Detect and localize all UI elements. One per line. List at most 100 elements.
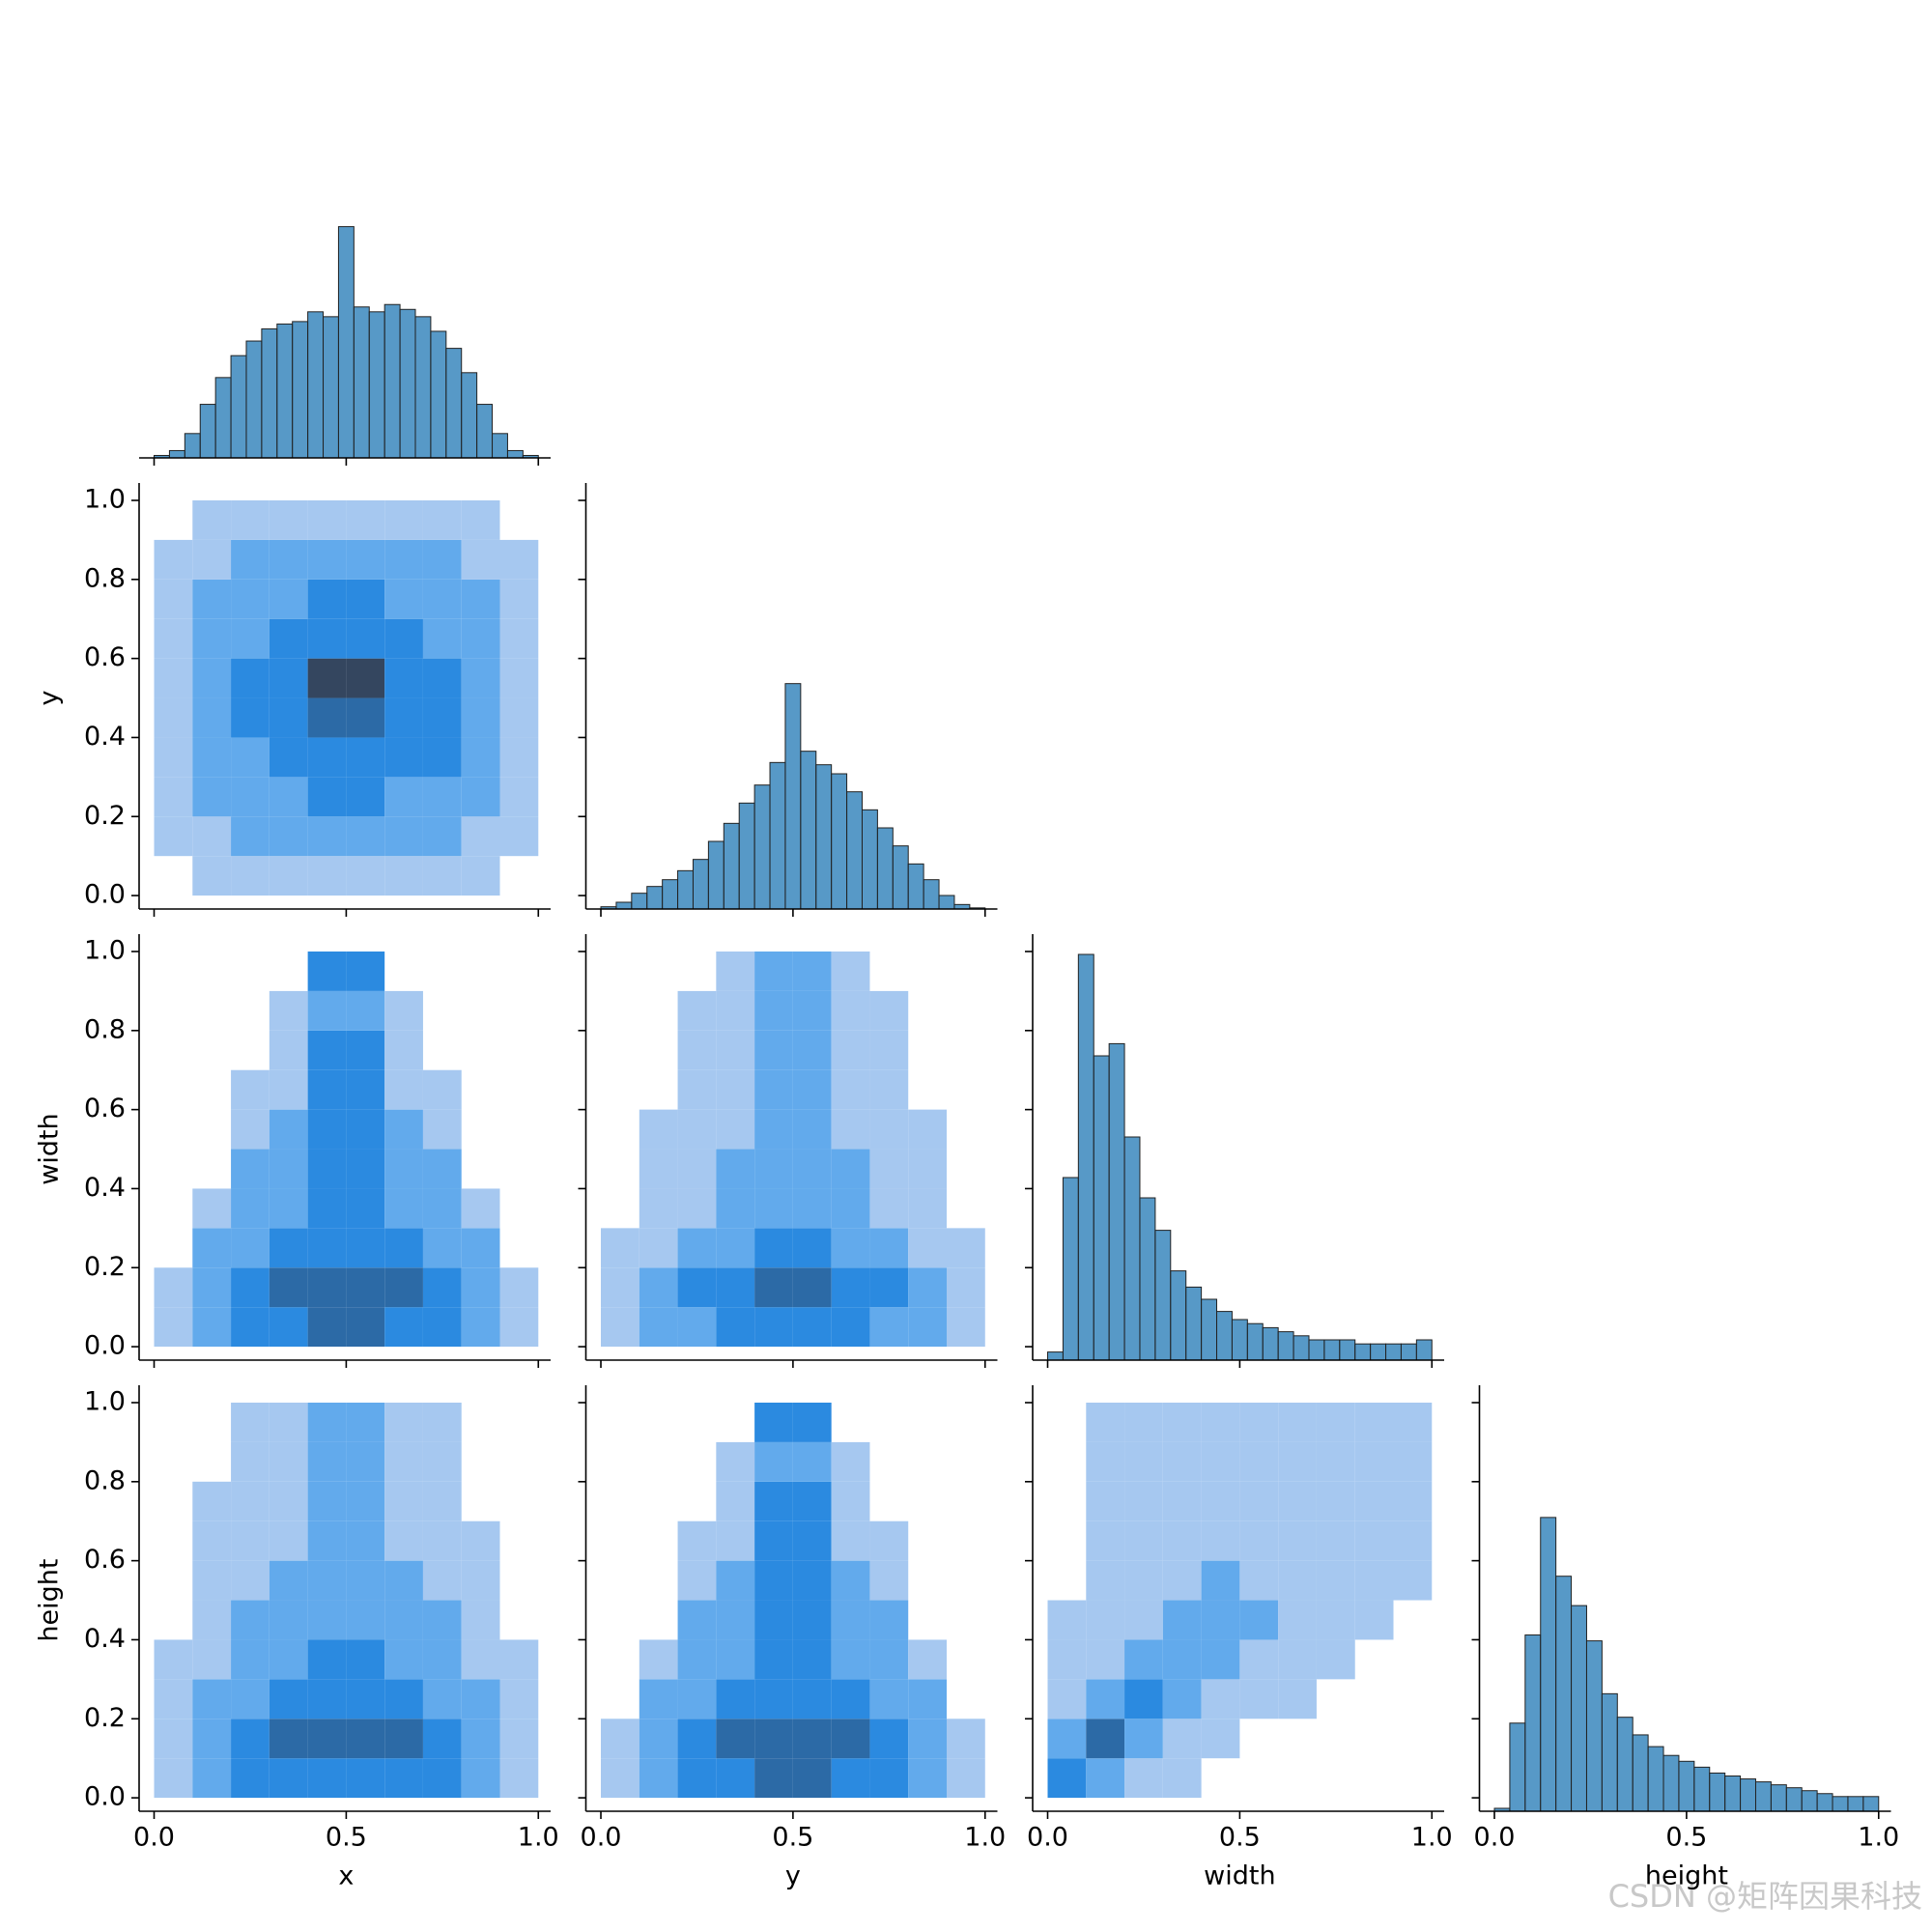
hist2d-cell [231, 1639, 270, 1680]
hist2d-cell [461, 1719, 500, 1759]
hist2d-cell [231, 618, 270, 659]
hist2d-cell [1278, 1441, 1317, 1482]
y-tick-label: 0.8 [84, 563, 126, 593]
hist2d-cell [908, 1109, 947, 1150]
hist2d-cell [346, 697, 385, 738]
hist2d-cell [155, 1150, 193, 1189]
hist2d-cell [792, 952, 832, 991]
y-axis-label: width [35, 1113, 65, 1184]
hist-bar [1047, 1351, 1064, 1361]
hist-bar [1571, 1605, 1587, 1812]
hist-bar [846, 791, 863, 910]
hist2d-cell [422, 1228, 462, 1268]
hist2d-cell [346, 1441, 385, 1482]
hist2d-cell [192, 737, 232, 778]
hist2d-cell [601, 1110, 639, 1150]
hist2d-cell [269, 1030, 308, 1070]
hist2d-cell [677, 1228, 717, 1268]
hist2d-cell [499, 539, 539, 580]
hist2d-cell [1048, 1561, 1087, 1601]
hist2d-cell [754, 1719, 793, 1759]
hist2d-cell [155, 856, 193, 895]
hist2d-cell [1086, 1719, 1125, 1759]
hist2d-cell [601, 1442, 639, 1482]
hist2d-cell [346, 1560, 385, 1601]
hist2d-cell [192, 1403, 231, 1442]
hist2d-cell [346, 952, 385, 991]
hist2d-cell [601, 1307, 639, 1348]
hist2d-cell [1354, 1481, 1394, 1521]
hist2d-cell [499, 697, 539, 738]
hist2d-cell [869, 952, 908, 991]
hist2d-cell [154, 737, 193, 778]
hist-bar [492, 433, 508, 459]
hist2d-cell [307, 990, 347, 1031]
hist-bar [1785, 1787, 1803, 1812]
hist2d-cell [716, 1188, 755, 1229]
hist2d-cell [831, 1109, 870, 1150]
hist2d-cell [192, 1267, 232, 1308]
hist2d-cell [346, 1481, 385, 1521]
x-tick-label: 0.5 [1665, 1823, 1707, 1853]
hist2d-cell [422, 1267, 462, 1308]
hist2d-cell [831, 1520, 870, 1561]
hist2d-cell [499, 816, 539, 857]
hist2d-cell [601, 991, 639, 1031]
hist-bar [662, 879, 679, 910]
hist2d-cell [1086, 1441, 1125, 1482]
hist2d-cell [716, 1149, 755, 1189]
hist2d-cell [601, 1521, 639, 1561]
hist2d-cell [947, 1601, 985, 1640]
hist-bar [784, 683, 802, 910]
hist2d-cell [192, 1600, 232, 1640]
y-tick-label: 1.0 [84, 936, 126, 966]
hist2d-cell [461, 1520, 500, 1561]
watermark: CSDN @矩阵因果科技 [1608, 1878, 1922, 1915]
hist2d-cell [1316, 1560, 1355, 1601]
hist-bar [1262, 1326, 1279, 1361]
y-tick-label: 0.0 [84, 880, 126, 910]
hist2d-cell [269, 500, 308, 540]
hist2d-cell [192, 658, 232, 698]
hist2d-cell [346, 1758, 385, 1799]
hist2d-cell [1317, 1679, 1355, 1719]
hist2d-cell [1393, 1758, 1432, 1798]
x-tick-label: 0.0 [1474, 1823, 1516, 1853]
hist2d-cell [1393, 1441, 1433, 1482]
hist2d-cell [461, 579, 500, 619]
hist2d-cell [462, 1031, 500, 1070]
hist2d-cell [269, 856, 308, 896]
hist2d-cell [231, 539, 270, 580]
hist-bar [184, 433, 201, 459]
hist2d-cell [192, 856, 232, 896]
hist-bar [938, 895, 955, 910]
hist2d-cell [908, 1188, 947, 1229]
hist2d-cell [384, 1560, 423, 1601]
hist2d-cell [1355, 1758, 1394, 1798]
hist2d-cell [462, 1403, 500, 1442]
hist2d-cell [792, 1520, 832, 1561]
hist2d-cell [716, 1560, 755, 1601]
hist2d-cell [269, 990, 308, 1031]
hist2d-cell [869, 1267, 909, 1308]
hist2d-cell [1162, 1719, 1202, 1759]
hist2d-cell [831, 952, 870, 991]
hist2d-cell [307, 1758, 347, 1799]
hist2d-cell [1201, 1560, 1240, 1601]
hist2d-cell [231, 1520, 270, 1561]
hist-bar [168, 449, 185, 459]
hist2d-cell [947, 1482, 985, 1521]
hist2d-cell [1201, 1600, 1240, 1640]
hist2d-cell [1393, 1520, 1433, 1561]
hist2d-cell [461, 856, 500, 896]
hist2d-cell [346, 500, 385, 540]
hist2d-cell [384, 1149, 423, 1189]
hist2d-cell [307, 1719, 347, 1759]
hist-bar [1555, 1576, 1573, 1812]
hist-bar [692, 859, 709, 910]
hist2d-cell [461, 658, 500, 698]
hist2d-cell [677, 1560, 717, 1601]
hist2d-cell [908, 952, 947, 991]
hist2d-cell [1048, 1403, 1087, 1442]
hist2d-cell [1047, 1639, 1087, 1680]
